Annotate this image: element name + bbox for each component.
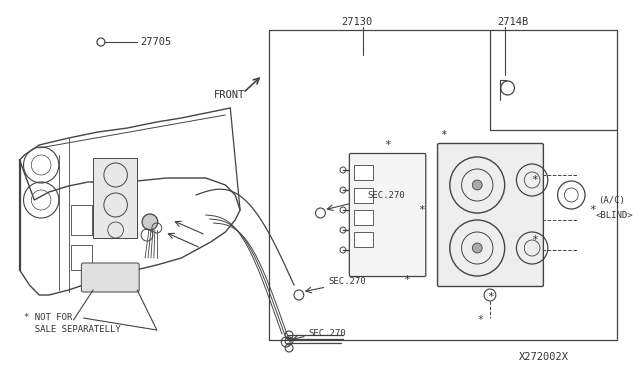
Text: *: * xyxy=(477,315,483,325)
Bar xyxy=(354,210,373,225)
Text: *: * xyxy=(589,205,596,215)
Bar xyxy=(354,232,373,247)
Text: FRONT: FRONT xyxy=(214,90,245,100)
Text: 27705: 27705 xyxy=(140,37,172,47)
Bar xyxy=(354,188,373,203)
Text: *: * xyxy=(531,175,538,185)
Circle shape xyxy=(142,214,158,230)
Text: *: * xyxy=(384,140,391,150)
Text: SEC.270: SEC.270 xyxy=(367,190,405,199)
Text: SALE SEPARATELLY: SALE SEPARATELLY xyxy=(24,326,121,334)
Text: *: * xyxy=(418,205,425,215)
Bar xyxy=(93,158,137,238)
Text: X272002X: X272002X xyxy=(520,352,570,362)
Circle shape xyxy=(472,180,482,190)
FancyBboxPatch shape xyxy=(438,144,543,286)
Text: <BLIND>: <BLIND> xyxy=(596,211,634,219)
Bar xyxy=(70,245,92,270)
Text: (A/C): (A/C) xyxy=(598,196,625,205)
Text: *: * xyxy=(440,130,447,140)
Bar xyxy=(70,205,92,235)
Text: 2714B: 2714B xyxy=(497,17,528,27)
Text: SEC.270: SEC.270 xyxy=(328,278,366,286)
Text: 27130: 27130 xyxy=(341,17,372,27)
Circle shape xyxy=(472,243,482,253)
Text: *: * xyxy=(487,292,494,302)
Text: * NOT FOR: * NOT FOR xyxy=(24,314,73,323)
FancyBboxPatch shape xyxy=(81,263,139,292)
Text: SEC.270: SEC.270 xyxy=(308,328,346,337)
Text: *: * xyxy=(403,275,410,285)
Bar xyxy=(354,165,373,180)
Text: *: * xyxy=(531,235,538,245)
FancyBboxPatch shape xyxy=(349,154,426,276)
